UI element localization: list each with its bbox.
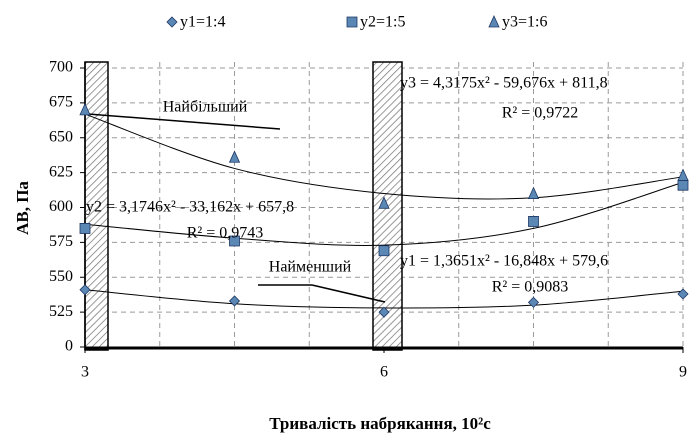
marker-triangle [378,196,390,209]
marker-triangle [677,168,689,181]
legend-label: y1=1:4 [180,14,225,31]
legend-marker [166,16,178,28]
y-tick-label: 625 [49,163,73,180]
y-tick-label: 0 [65,338,73,355]
x-tick-label: 9 [679,364,687,381]
trendline [84,113,684,200]
annotation: R² = 0,9743 [187,225,264,242]
y-tick-label: 650 [49,128,73,145]
marker-diamond [527,296,540,308]
annotation: Найменший [269,259,352,276]
annotation: R² = 0,9083 [492,279,569,296]
y-tick-label: 675 [49,94,73,111]
y-tick-label: 575 [49,233,73,250]
annotation: y2 = 3,1746x² - 33,162x + 657,8 [86,199,294,216]
y-axis-label: АВ, Па [13,181,32,235]
legend-marker [346,16,358,28]
legend-marker [488,15,500,28]
marker-triangle [79,102,91,116]
annotation: Найбільший [163,99,248,116]
legend-label: y2=1:5 [360,14,405,31]
marker-square [229,235,240,247]
marker-diamond [79,284,91,296]
pointer-line [87,113,281,130]
y-tick-label: 600 [49,198,73,215]
y-tick-label: 525 [49,303,73,320]
x-tick-label: 3 [81,364,89,381]
legend-label: y3=1:6 [502,14,547,31]
pointer-line [311,284,386,303]
y-tick-label: 700 [49,59,73,76]
x-tick-label: 6 [380,364,388,381]
marker-triangle [527,186,540,199]
marker-square [677,179,689,191]
marker-square [79,223,91,234]
marker-diamond [677,288,689,300]
marker-diamond [378,306,390,318]
annotation: y3 = 4,3175x² - 59,676x + 811,8 [400,75,608,92]
annotation: R² = 0,9722 [502,105,579,122]
x-axis-label: Тривалість набрякання, 10²с [269,414,491,433]
annotation: y1 = 1,3651x² - 16,848x + 579,6 [400,253,608,270]
marker-square [528,216,539,227]
marker-triangle [228,150,241,163]
trendline [84,181,684,246]
marker-diamond [228,295,241,307]
y-tick-label: 550 [49,268,73,285]
marker-square [378,245,390,257]
